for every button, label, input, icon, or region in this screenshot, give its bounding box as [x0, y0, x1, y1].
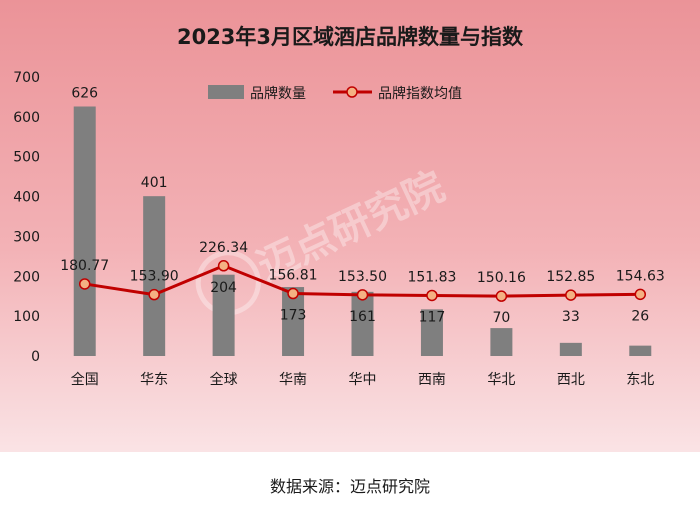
line-point: [356, 289, 369, 301]
bar-value-label: 161: [349, 309, 376, 325]
bar-value-label: 173: [280, 308, 307, 324]
line-value-label: 153.50: [338, 269, 387, 285]
legend: 品牌数量 品牌指数均值: [208, 85, 462, 102]
bar: [420, 309, 443, 356]
chart-title: 2023年3月区域酒店品牌数量与指数: [177, 25, 524, 49]
y-tick-label: 600: [13, 110, 40, 126]
line-point: [495, 290, 508, 302]
x-axis: 全国 华东 全球 华南 华中 西南 华北 西北 东北: [71, 371, 655, 388]
x-tick-label: 东北: [626, 372, 654, 388]
line-value-label: 156.81: [269, 268, 318, 284]
bar-value-label: 204: [210, 280, 237, 296]
line-point: [217, 260, 230, 272]
line-value-label: 150.16: [477, 270, 526, 286]
bar-value-label: 26: [631, 308, 649, 324]
bar: [73, 106, 96, 356]
bar-value-label: 70: [492, 310, 510, 326]
legend-line-label: 品牌指数均值: [378, 85, 462, 102]
plot-background: [0, 0, 700, 452]
bar: [282, 287, 305, 356]
line-point: [426, 289, 438, 302]
line-value-label: 226.34: [199, 240, 248, 256]
bar: [629, 345, 652, 356]
legend-line-marker: [346, 86, 358, 98]
y-tick-label: 400: [13, 190, 40, 206]
watermark-logo-icon: [195, 250, 261, 316]
bar-series: [73, 106, 652, 356]
y-axis: 0 100 200 300 400 500 600 700: [13, 70, 40, 365]
x-tick-label: 西南: [418, 372, 446, 388]
y-tick-label: 700: [13, 70, 40, 86]
x-tick-label: 华中: [349, 372, 377, 388]
x-tick-label: 西北: [557, 372, 585, 388]
line-value-label: 151.83: [407, 269, 456, 285]
bar: [559, 342, 582, 356]
legend-item-line: 品牌指数均值: [333, 85, 462, 102]
bar-value-label: 33: [562, 309, 580, 325]
source-note: 数据来源：迈点研究院: [270, 477, 430, 496]
bar: [212, 274, 235, 356]
bar-value-labels: 626 401 204 173 161 117 70 33 26: [71, 85, 649, 326]
y-tick-label: 200: [13, 269, 40, 285]
bar: [490, 328, 513, 356]
legend-bar-label: 品牌数量: [250, 85, 306, 102]
y-tick-label: 0: [31, 349, 40, 365]
line-point: [148, 288, 160, 301]
line-value-label: 152.85: [546, 269, 595, 285]
bar-value-label: 117: [419, 309, 446, 325]
y-tick-label: 300: [13, 229, 40, 245]
line-value-label: 154.63: [616, 268, 665, 284]
legend-item-bar: 品牌数量: [208, 85, 306, 102]
x-tick-label: 华南: [279, 372, 307, 388]
bar: [143, 196, 166, 356]
line-value-label: 153.90: [130, 269, 179, 285]
line-value-label: 180.77: [60, 258, 109, 274]
y-tick-label: 100: [13, 309, 40, 325]
legend-bar-swatch: [208, 85, 244, 99]
bar-value-label: 401: [141, 175, 168, 191]
x-tick-label: 全国: [71, 371, 99, 388]
line-point: [634, 288, 647, 301]
line-point: [78, 278, 91, 290]
line-series: [78, 260, 647, 302]
x-tick-label: 华东: [140, 372, 168, 388]
line-point: [287, 287, 299, 300]
bar-value-label: 626: [71, 85, 98, 101]
x-tick-label: 全球: [210, 371, 238, 388]
y-tick-label: 500: [13, 150, 40, 166]
line-value-labels: 180.77 153.90 226.34 156.81 153.50 151.83 150.…: [60, 240, 665, 286]
line-point: [565, 289, 577, 301]
bar: [351, 291, 374, 356]
x-tick-label: 华北: [487, 372, 515, 388]
